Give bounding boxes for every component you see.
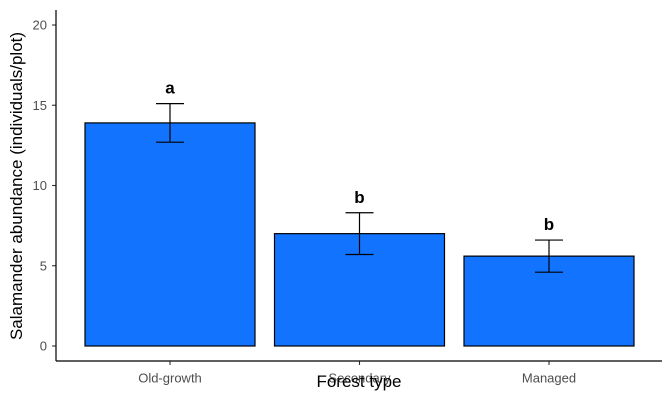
x-tick-label: Managed <box>522 371 576 386</box>
y-tick-label: 15 <box>33 98 47 113</box>
error-bar <box>345 212 374 256</box>
y-axis-ticks: 0 5 10 15 20 <box>33 18 56 354</box>
y-tick-label: 10 <box>33 178 47 193</box>
y-tick-label: 5 <box>40 258 47 273</box>
x-tick-label: Secondary <box>328 371 391 386</box>
bar-old-growth <box>84 122 256 347</box>
bars <box>84 122 635 347</box>
bar-secondary <box>273 233 446 347</box>
error-bar <box>156 103 184 143</box>
x-axis-ticks: Old-growth Secondary Managed <box>138 361 576 386</box>
significance-labels: a b b <box>165 79 554 234</box>
y-tick-label: 0 <box>40 339 47 354</box>
error-bar <box>535 239 563 273</box>
significance-label: b <box>354 188 364 207</box>
x-tick-label: Old-growth <box>138 371 202 386</box>
error-bars <box>156 103 563 273</box>
significance-label: b <box>544 215 554 234</box>
x-axis-title: Forest type <box>316 372 401 391</box>
significance-label: a <box>165 79 175 98</box>
y-tick-label: 20 <box>33 18 47 33</box>
y-axis-title: Salamander abundance (individuals/plot) <box>7 32 26 340</box>
